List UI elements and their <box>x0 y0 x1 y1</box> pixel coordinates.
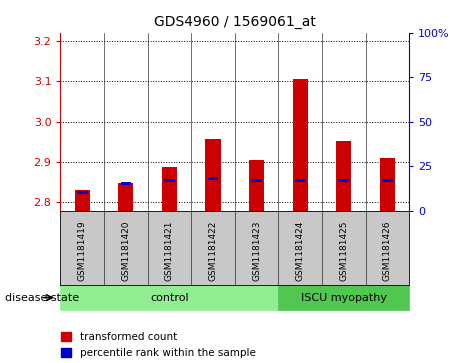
Bar <box>292 79 308 211</box>
Bar <box>164 179 175 182</box>
Text: GSM1181423: GSM1181423 <box>252 221 261 281</box>
Bar <box>120 182 131 185</box>
Text: control: control <box>150 293 189 303</box>
Text: GSM1181419: GSM1181419 <box>78 221 87 281</box>
Bar <box>162 167 177 211</box>
Text: GSM1181426: GSM1181426 <box>383 221 392 281</box>
Bar <box>206 139 221 211</box>
Bar <box>251 179 262 182</box>
Text: GSM1181424: GSM1181424 <box>296 221 305 281</box>
Bar <box>382 179 393 182</box>
Text: GSM1181421: GSM1181421 <box>165 221 174 281</box>
Bar <box>339 179 349 182</box>
Title: GDS4960 / 1569061_at: GDS4960 / 1569061_at <box>154 15 316 29</box>
Bar <box>249 160 264 211</box>
Bar <box>295 179 306 182</box>
Bar <box>336 140 352 211</box>
Text: disease state: disease state <box>5 293 79 303</box>
Bar <box>118 183 133 211</box>
Bar <box>380 158 395 211</box>
Text: ISCU myopathy: ISCU myopathy <box>301 293 387 303</box>
Bar <box>208 177 219 180</box>
Text: GSM1181425: GSM1181425 <box>339 221 348 281</box>
Text: GSM1181420: GSM1181420 <box>121 221 130 281</box>
Bar <box>77 191 87 194</box>
Text: GSM1181422: GSM1181422 <box>208 221 218 281</box>
Legend: transformed count, percentile rank within the sample: transformed count, percentile rank withi… <box>61 332 256 358</box>
Bar <box>74 189 90 211</box>
